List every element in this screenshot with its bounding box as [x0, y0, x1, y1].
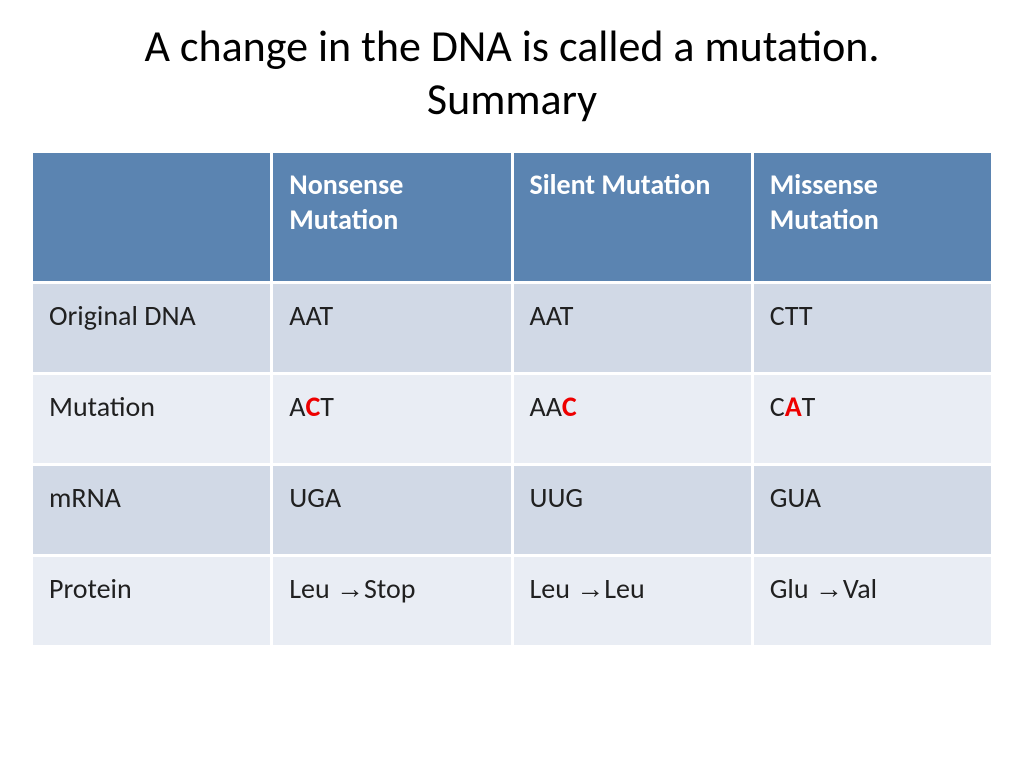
rowlabel-mutation: Mutation: [33, 375, 270, 463]
header-silent: Silent Mutation: [514, 153, 751, 281]
protein-from: Leu: [289, 571, 329, 606]
seq-pre: AA: [530, 389, 562, 424]
arrow-icon: →: [336, 573, 364, 604]
cell-mrna-silent: UUG: [514, 466, 751, 554]
title-line-1: A change in the DNA is called a mutation…: [144, 19, 879, 73]
mutated-base: A: [785, 389, 802, 424]
protein-to: Leu: [604, 571, 644, 606]
rowlabel-mrna: mRNA: [33, 466, 270, 554]
rowlabel-original-dna: Original DNA: [33, 284, 270, 372]
row-mutation: Mutation ACT AAC CAT: [33, 375, 991, 463]
cell-mutation-silent: AAC: [514, 375, 751, 463]
cell-original-missense: CTT: [754, 284, 991, 372]
cell-original-silent: AAT: [514, 284, 751, 372]
cell-mutation-nonsense: ACT: [273, 375, 510, 463]
protein-to: Val: [843, 571, 877, 606]
seq-pre: A: [289, 389, 305, 424]
cell-mutation-missense: CAT: [754, 375, 991, 463]
row-mrna: mRNA UGA UUG GUA: [33, 466, 991, 554]
mutated-base: C: [562, 389, 577, 424]
cell-protein-missense: Glu →Val: [754, 557, 991, 645]
table-header-row: Nonsense Mutation Silent Mutation Missen…: [33, 153, 991, 281]
header-nonsense: Nonsense Mutation: [273, 153, 510, 281]
title-line-2: Summary: [427, 72, 597, 126]
mutated-base: C: [305, 389, 320, 424]
protein-from: Leu: [530, 571, 570, 606]
row-original-dna: Original DNA AAT AAT CTT: [33, 284, 991, 372]
page-title: A change in the DNA is called a mutation…: [30, 20, 994, 126]
mutation-summary-table: Nonsense Mutation Silent Mutation Missen…: [30, 150, 994, 648]
protein-to: Stop: [364, 571, 415, 606]
cell-protein-silent: Leu →Leu: [514, 557, 751, 645]
arrow-icon: →: [815, 573, 843, 604]
protein-from: Glu: [770, 571, 809, 606]
rowlabel-protein: Protein: [33, 557, 270, 645]
seq-post: T: [320, 389, 334, 424]
cell-original-nonsense: AAT: [273, 284, 510, 372]
header-missense: Missense Mutation: [754, 153, 991, 281]
seq-pre: C: [770, 389, 785, 424]
header-blank: [33, 153, 270, 281]
seq-post: T: [802, 389, 816, 424]
row-protein: Protein Leu →Stop Leu →Leu Glu →Val: [33, 557, 991, 645]
arrow-icon: →: [576, 573, 604, 604]
cell-protein-nonsense: Leu →Stop: [273, 557, 510, 645]
cell-mrna-missense: GUA: [754, 466, 991, 554]
cell-mrna-nonsense: UGA: [273, 466, 510, 554]
